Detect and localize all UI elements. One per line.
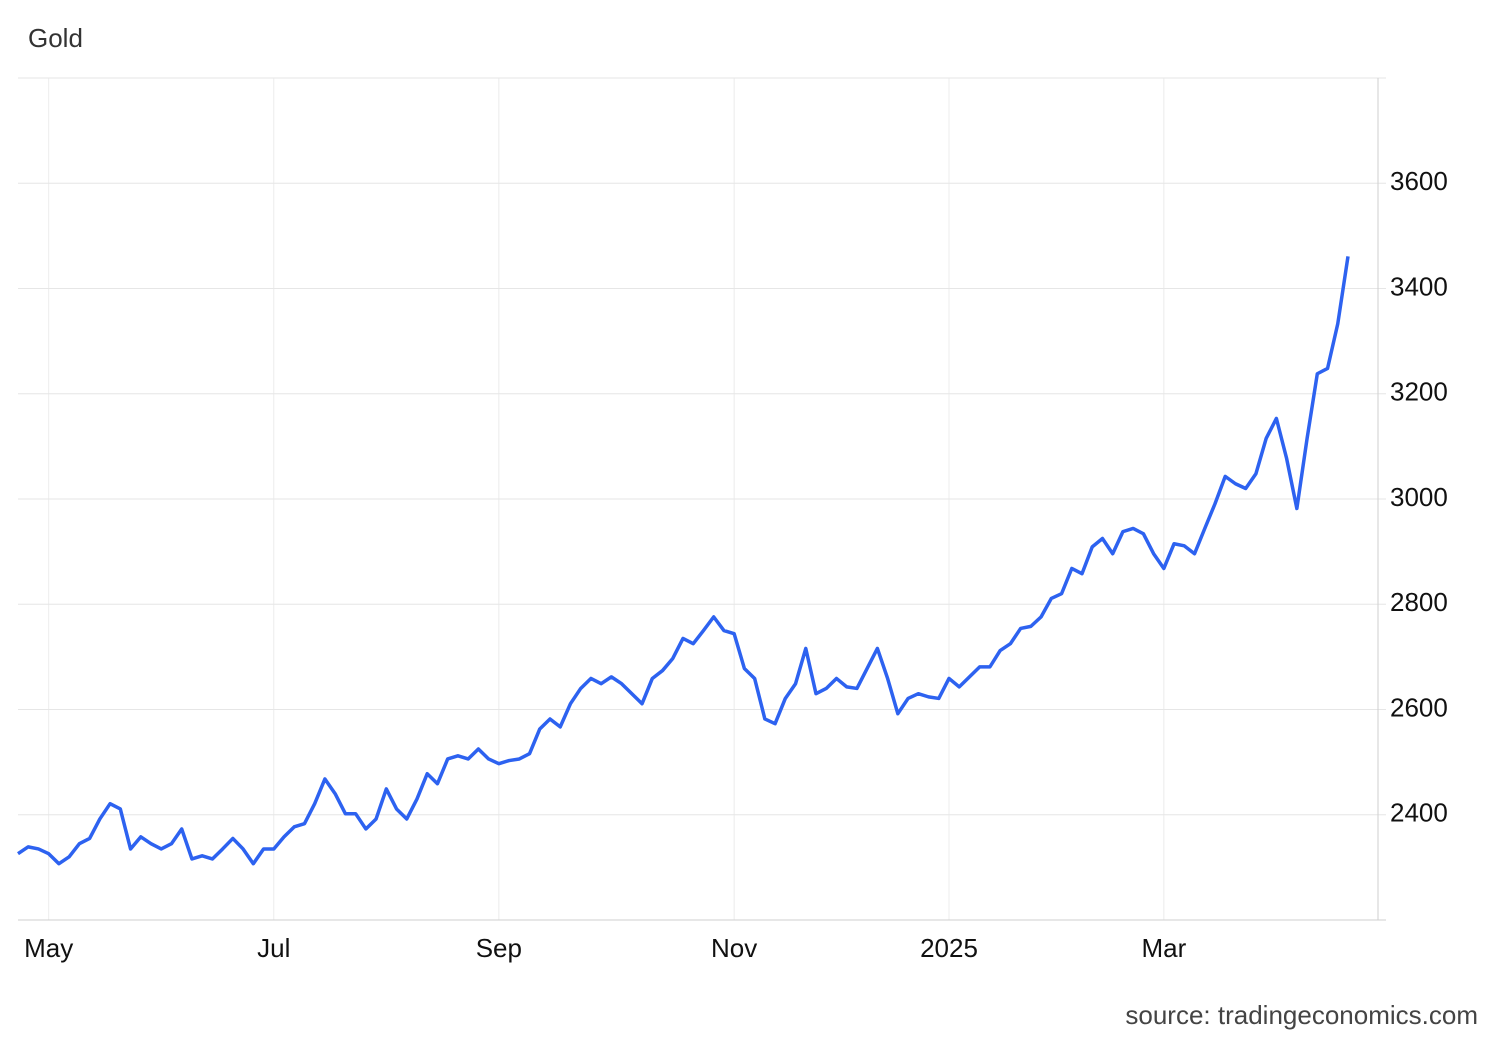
y-tick-label: 3400 [1390, 271, 1448, 301]
x-tick-label: Nov [711, 933, 757, 963]
x-tick-label: 2025 [920, 933, 978, 963]
x-tick-label: Sep [476, 933, 522, 963]
y-tick-label: 2800 [1390, 587, 1448, 617]
y-tick-label: 3200 [1390, 377, 1448, 407]
source-note: source: tradingeconomics.com [1125, 1000, 1478, 1030]
x-tick-label: Mar [1141, 933, 1186, 963]
y-tick-label: 3600 [1390, 166, 1448, 196]
price-line [17, 256, 1350, 866]
chart-title: Gold [28, 23, 83, 53]
y-tick-label: 2600 [1390, 692, 1448, 722]
y-tick-label: 3000 [1390, 482, 1448, 512]
x-tick-label: Jul [257, 933, 290, 963]
y-tick-label: 2400 [1390, 798, 1448, 828]
x-tick-label: May [24, 933, 73, 963]
